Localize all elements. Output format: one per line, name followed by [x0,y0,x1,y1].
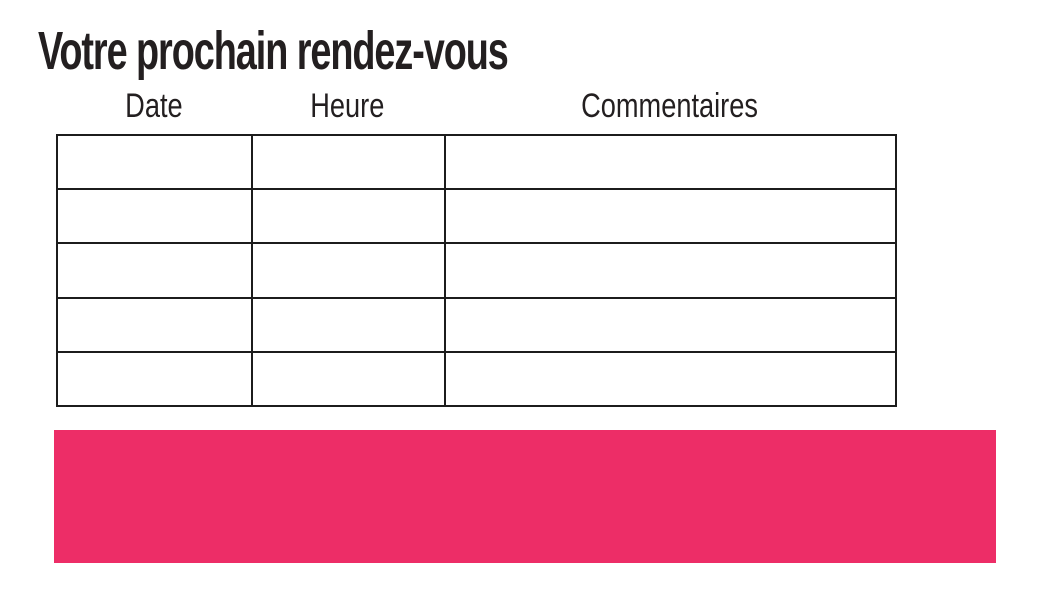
column-header-heure-label: Heure [310,87,385,125]
table-cell-heure [251,350,446,408]
column-header-commentaires-label: Commentaires [581,87,758,125]
table-cell-date [56,296,253,353]
table-row [56,350,897,408]
table-cell-commentaires [444,296,897,353]
table-row [56,296,897,353]
table-cell-heure [251,296,446,353]
column-header-date: Date [56,87,251,125]
column-header-heure: Heure [251,87,444,125]
table-row [56,133,897,191]
page-title: Votre prochain rendez-vous [38,21,509,81]
table-cell-commentaires [444,350,897,408]
appointments-table [56,133,897,408]
table-cell-date [56,133,253,191]
table-cell-heure [251,133,446,191]
table-cell-commentaires [444,133,897,191]
column-header-commentaires: Commentaires [444,87,895,125]
table-row [56,188,897,245]
highlight-banner [54,430,996,563]
table-cell-date [56,350,253,408]
table-cell-heure [251,188,446,245]
table-cell-heure [251,242,446,299]
table-cell-date [56,188,253,245]
table-cell-commentaires [444,242,897,299]
table-header-row: Date Heure Commentaires [56,87,895,125]
table-row [56,242,897,299]
column-header-date-label: Date [124,87,183,125]
table-cell-date [56,242,253,299]
table-cell-commentaires [444,188,897,245]
